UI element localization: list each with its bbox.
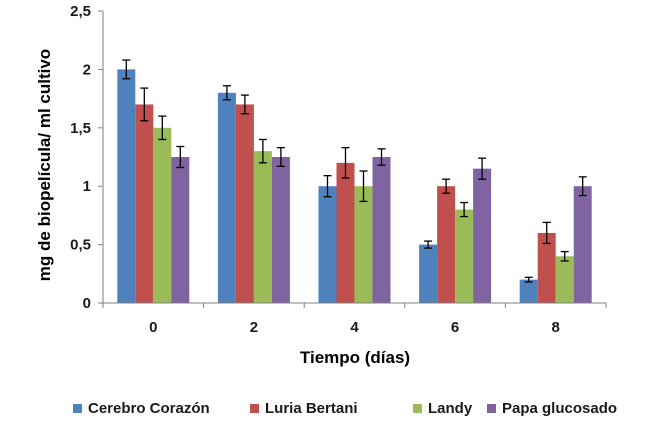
bar	[455, 209, 474, 303]
legend-item: Papa glucosado	[487, 400, 617, 417]
bar	[537, 232, 556, 303]
x-tick-label: 0	[149, 319, 157, 336]
bar	[555, 256, 574, 303]
x-axis-title: Tiempo (días)	[300, 348, 410, 367]
y-tick-label: 0	[83, 295, 91, 312]
bar	[235, 104, 254, 303]
legend-item: Luria Bertani	[250, 400, 358, 417]
y-axis-title: mg de biopelícula/ ml cultivo	[35, 49, 54, 281]
y-tick-label: 1	[83, 178, 91, 195]
legend-item: Landy	[413, 400, 473, 417]
legend: Cerebro Corazón Luria Bertani Landy Papa gl…	[73, 400, 617, 417]
x-tick-label: 6	[451, 319, 459, 336]
legend-swatch	[250, 404, 259, 413]
legend-swatch	[413, 404, 422, 413]
legend-label: Papa glucosado	[502, 400, 617, 417]
bar	[135, 104, 154, 303]
legend-label: Landy	[428, 400, 473, 417]
bar	[318, 186, 337, 303]
bar	[336, 162, 355, 303]
legend-swatch	[73, 404, 82, 413]
y-tick-label: 2,5	[70, 3, 91, 20]
bar	[171, 157, 190, 303]
bar	[117, 69, 136, 304]
bar	[519, 279, 538, 303]
bars-group	[117, 69, 592, 304]
legend-label: Luria Bertani	[265, 400, 358, 417]
bar	[354, 186, 373, 303]
y-tick-label: 1,5	[70, 120, 91, 137]
bar	[573, 186, 592, 303]
axes-group: 0 0,5 1 1,5 2 2,5 0 2 4 6 8	[70, 3, 607, 336]
y-tick-label: 2	[83, 61, 91, 78]
bar	[271, 157, 290, 303]
y-tick-label: 0,5	[70, 237, 91, 254]
bar	[217, 92, 236, 303]
legend-item: Cerebro Corazón	[73, 400, 210, 417]
bar	[153, 127, 172, 303]
x-tick-label: 2	[250, 319, 258, 336]
bar	[473, 168, 492, 303]
x-tick-label: 8	[552, 319, 560, 336]
error-bars-group	[122, 59, 587, 283]
legend-label: Cerebro Corazón	[88, 400, 210, 417]
bar	[437, 186, 456, 303]
bar	[372, 157, 391, 303]
legend-swatch	[487, 404, 496, 413]
bar	[253, 151, 272, 303]
x-tick-label: 4	[350, 319, 359, 336]
bar	[419, 244, 438, 303]
